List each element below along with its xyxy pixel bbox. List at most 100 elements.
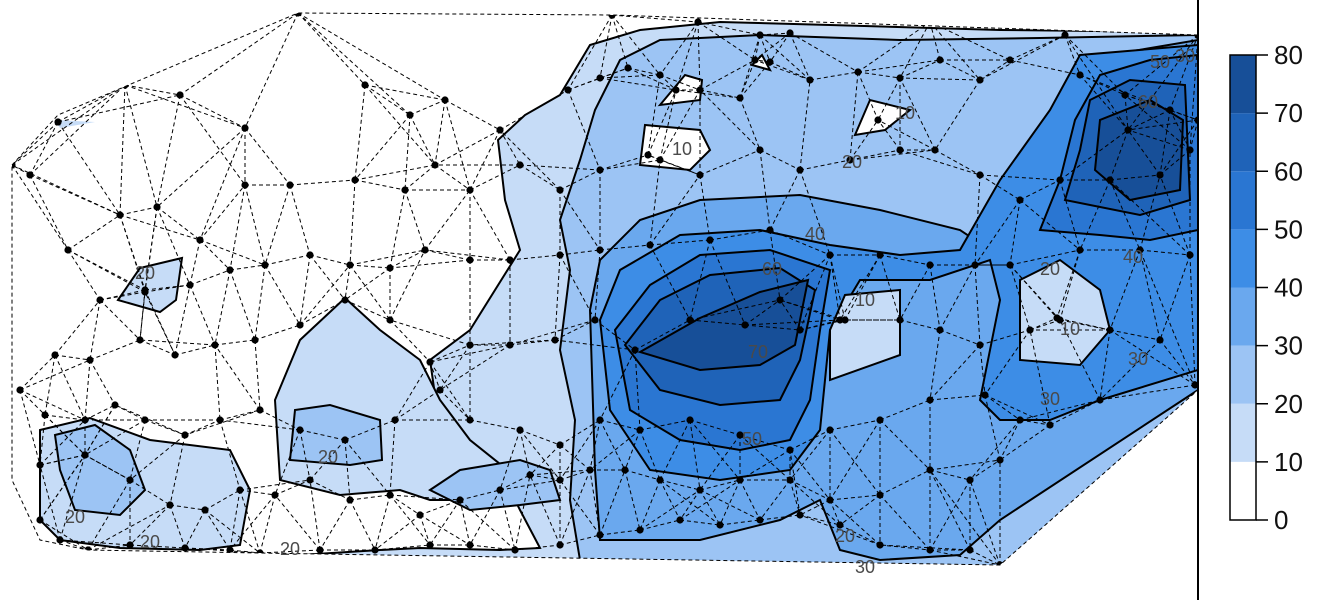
mesh-edge	[1056, 249, 1081, 319]
mesh-edge	[179, 94, 246, 186]
mesh-edge	[1169, 109, 1198, 121]
mesh-edge	[754, 34, 761, 61]
mesh-edge	[554, 319, 596, 341]
mesh-edge	[344, 267, 391, 301]
mesh-edge	[199, 239, 266, 266]
mesh-edge	[559, 419, 601, 446]
sample-point	[646, 241, 654, 249]
mesh-edge	[297, 13, 366, 86]
sample-point	[361, 81, 369, 89]
mesh-edge	[1139, 174, 1161, 251]
mesh-edge	[264, 264, 301, 326]
sample-point	[876, 416, 884, 424]
mesh-edge	[299, 429, 311, 481]
mesh-edge	[879, 254, 931, 266]
sample-point	[926, 18, 934, 26]
sample-point	[846, 156, 854, 164]
colorbar-tick-label: 80	[1274, 40, 1303, 70]
mesh-edge	[84, 404, 116, 421]
mesh-edge	[709, 239, 746, 326]
mesh-edge	[634, 349, 641, 431]
mesh-edge	[429, 499, 461, 546]
mesh-edge	[344, 439, 391, 496]
sample-point	[81, 416, 89, 424]
mesh-edge	[1139, 249, 1161, 341]
mesh-edge	[639, 479, 661, 531]
mesh-edge	[659, 74, 701, 91]
mesh-edge	[1079, 74, 1171, 111]
mesh-edge	[344, 299, 391, 321]
sample-point	[1124, 126, 1132, 134]
sample-point	[181, 544, 189, 552]
sample-point	[696, 86, 704, 94]
contour-label: 30	[1040, 389, 1060, 409]
mesh-edge	[759, 149, 801, 171]
sample-point	[346, 261, 354, 269]
mesh-edge	[639, 419, 691, 431]
mesh-edge	[611, 14, 699, 23]
sample-point	[596, 74, 604, 82]
mesh-edge	[419, 514, 471, 546]
mesh-edge	[744, 319, 841, 326]
mesh-edge	[169, 504, 206, 511]
mesh-edge	[709, 229, 771, 241]
sample-point	[226, 266, 234, 274]
sample-point	[466, 416, 474, 424]
sample-point	[796, 166, 804, 174]
mesh-edge	[1127, 109, 1171, 131]
mesh-edge	[289, 179, 356, 186]
sample-point	[896, 74, 904, 82]
mesh-edge	[999, 419, 1021, 461]
mesh-edge	[1169, 34, 1198, 111]
sample-point	[996, 561, 1004, 565]
mesh-edge	[984, 329, 1031, 396]
mesh-edge	[719, 479, 741, 526]
mesh-edge	[939, 264, 976, 331]
colorbar: 0 10 20 30 40 50 60 70 80	[1229, 40, 1303, 535]
mesh-edge	[429, 361, 441, 391]
sample-point	[966, 476, 974, 484]
sample-point	[596, 531, 604, 539]
mesh-edge	[349, 264, 391, 321]
pocket-2	[657, 73, 704, 107]
mesh-edge	[1159, 174, 1191, 256]
mesh-edge	[184, 547, 261, 554]
sample-point	[416, 511, 424, 519]
mesh-edge	[599, 154, 649, 171]
mesh-edge	[169, 504, 186, 549]
mesh-edge	[156, 206, 201, 241]
sample-point	[591, 316, 599, 324]
mesh-edge	[799, 514, 881, 546]
mesh-edge	[529, 474, 561, 546]
mesh-edge	[264, 254, 311, 266]
mesh-edge	[204, 509, 231, 551]
colorbar-swatch	[1230, 113, 1256, 172]
mesh-edge	[789, 32, 811, 81]
mesh-edge	[89, 359, 116, 406]
sample-point	[466, 256, 474, 264]
sample-point	[516, 426, 524, 434]
mesh-edge	[184, 419, 221, 436]
mesh-edge	[639, 429, 661, 481]
colorbar-tick-label: 50	[1274, 214, 1303, 244]
sample-point	[496, 126, 504, 134]
mesh-edge	[529, 469, 591, 476]
mesh-edge	[1109, 329, 1161, 341]
mesh-edge	[649, 244, 691, 321]
sample-point	[64, 246, 72, 254]
mesh-edge	[979, 329, 1031, 346]
sample-point	[636, 526, 644, 534]
mesh-edge	[259, 409, 301, 431]
mesh-edge	[689, 419, 741, 436]
contour-labels: 1020202020203030304040505060607010101020…	[65, 46, 1195, 577]
mesh-edge	[214, 344, 261, 411]
mesh-edge	[444, 99, 471, 191]
mesh-edge	[389, 249, 426, 321]
mesh-edge	[1127, 34, 1198, 131]
mesh-edge	[404, 114, 411, 191]
mesh-edge	[59, 454, 86, 541]
mesh-edge	[1099, 384, 1196, 401]
mesh-edge	[1049, 399, 1101, 426]
sample-point	[426, 541, 434, 549]
